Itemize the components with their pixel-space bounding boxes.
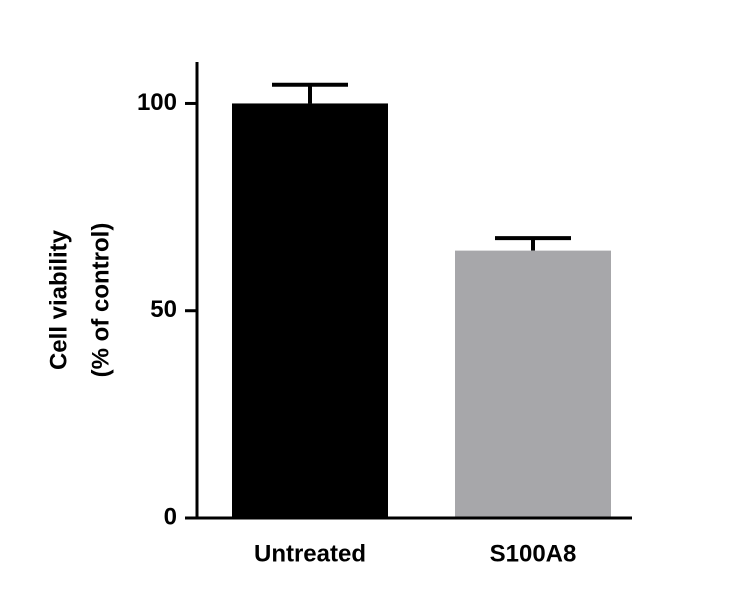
- y-tick-label: 50: [150, 296, 177, 323]
- bar: [232, 103, 388, 519]
- y-axis-title-line: (% of control): [87, 223, 114, 378]
- y-axis-title-line: Cell viability: [45, 229, 72, 370]
- x-tick-label: S100A8: [490, 540, 577, 567]
- x-tick-label: Untreated: [254, 540, 366, 567]
- y-tick-label: 0: [164, 503, 177, 530]
- bar: [455, 250, 611, 519]
- y-tick-label: 100: [137, 89, 177, 116]
- y-axis-title: Cell viability (% of control): [45, 223, 114, 378]
